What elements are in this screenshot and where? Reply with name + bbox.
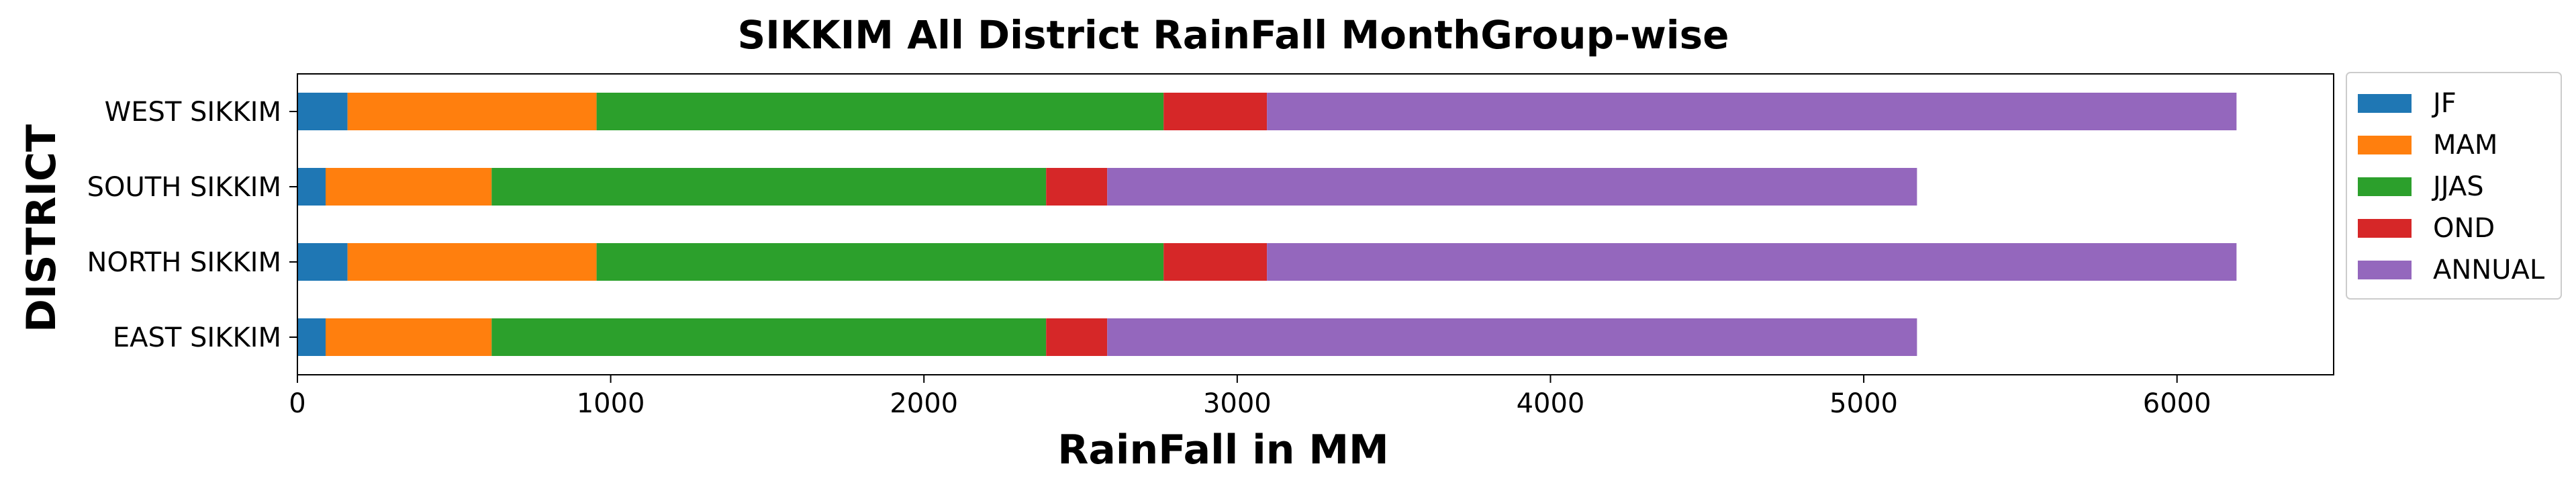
bar-ond-east-sikkim [1046,318,1108,356]
bar-mam-west-sikkim [347,93,597,130]
legend-label-jjas: JJAS [2431,171,2484,202]
legend-swatch-jjas [2358,177,2412,196]
legend-label-annual: ANNUAL [2433,255,2545,285]
bar-annual-north-sikkim [1267,243,2237,281]
bar-ond-west-sikkim [1163,93,1268,130]
legend-label-mam: MAM [2433,130,2497,161]
x-tick-label: 3000 [1203,388,1272,419]
x-tick-label: 4000 [1517,388,1585,419]
bar-annual-east-sikkim [1107,318,1917,356]
y-tick-label: SOUTH SIKKIM [87,172,281,203]
legend-label-ond: OND [2433,213,2495,244]
legend-swatch-annual [2358,261,2412,279]
chart-title: SIKKIM All District RainFall MonthGroup-… [737,12,1729,58]
bars-group [297,93,2237,356]
bar-jf-east-sikkim [297,318,326,356]
plot-frame [297,73,2334,375]
y-tick-label: NORTH SIKKIM [87,247,281,278]
bar-annual-south-sikkim [1107,168,1917,206]
y-axis-label: DISTRICT [18,124,65,332]
bar-jf-north-sikkim [297,243,348,281]
legend-swatch-jf [2358,94,2412,113]
bar-annual-west-sikkim [1267,93,2237,130]
x-tick-label: 2000 [890,388,958,419]
y-tick-label: WEST SIKKIM [105,97,281,128]
x-axis: 0 1000 2000 3000 4000 5000 6000 [289,375,2211,419]
y-tick-label: EAST SIKKIM [113,322,281,353]
x-tick-label: 5000 [1829,388,1898,419]
x-tick-label: 6000 [2143,388,2211,419]
legend-label-jf: JF [2431,88,2456,119]
bar-mam-north-sikkim [347,243,597,281]
bar-jjas-north-sikkim [596,243,1164,281]
x-tick-label: 0 [289,388,305,419]
x-tick-label: 1000 [577,388,645,419]
legend-frame [2346,72,2562,300]
bar-mam-east-sikkim [325,318,492,356]
bar-jf-west-sikkim [297,93,348,130]
bar-ond-north-sikkim [1163,243,1268,281]
legend: JF MAM JJAS OND ANNUAL [2346,72,2562,300]
bar-jjas-west-sikkim [596,93,1164,130]
bar-mam-south-sikkim [325,168,492,206]
bar-jjas-south-sikkim [491,168,1047,206]
bar-ond-south-sikkim [1046,168,1108,206]
y-axis: EAST SIKKIM NORTH SIKKIM SOUTH SIKKIM WEST … [87,97,297,353]
bar-jjas-east-sikkim [491,318,1047,356]
legend-swatch-mam [2358,136,2412,154]
x-axis-label: RainFall in MM [1057,426,1389,474]
bar-jf-south-sikkim [297,168,326,206]
legend-swatch-ond [2358,219,2412,238]
